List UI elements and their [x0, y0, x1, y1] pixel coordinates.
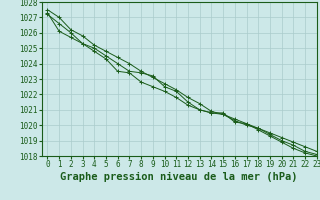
- X-axis label: Graphe pression niveau de la mer (hPa): Graphe pression niveau de la mer (hPa): [60, 172, 298, 182]
